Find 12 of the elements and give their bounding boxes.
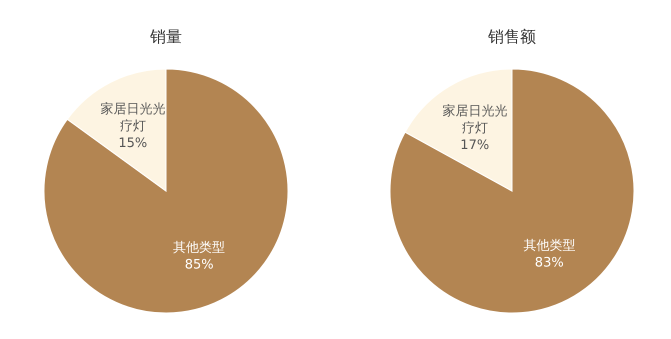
chart-title: 销量	[149, 27, 182, 46]
slice-label: 家居日光光疗灯	[100, 100, 166, 134]
pie-slice	[44, 68, 288, 314]
chart-title: 销售额	[487, 27, 536, 46]
pie-slice	[390, 68, 634, 314]
slice-label: 家居日光光疗灯	[442, 102, 508, 136]
data-label: 15%	[118, 135, 148, 150]
data-label: 17%	[460, 138, 490, 153]
slice-label: 其他类型	[173, 240, 226, 256]
slice-label: 其他类型	[523, 238, 576, 254]
data-label: 85%	[184, 257, 214, 272]
data-label: 83%	[534, 255, 564, 270]
